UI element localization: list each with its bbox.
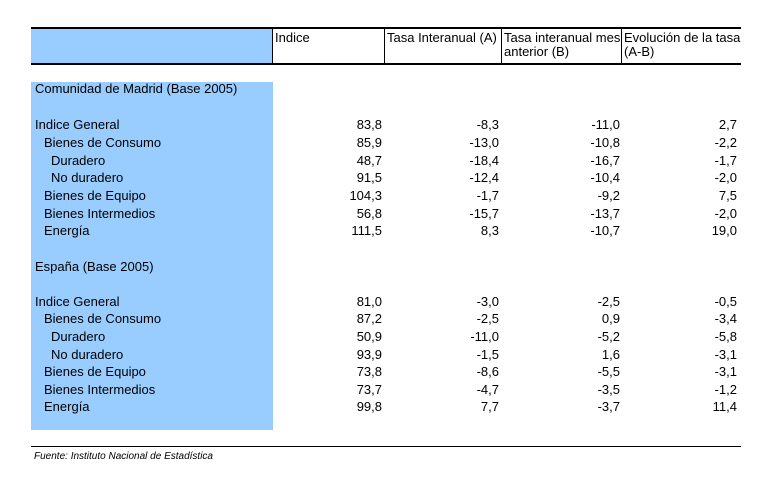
row-label-column [31,82,273,430]
row-label: Bienes de Consumo [44,135,162,150]
row-label: Energía [44,399,90,414]
table-row: No duradero 91,5 -12,4 -10,4 -2,0 [31,169,741,187]
table-row: Bienes de Equipo 73,8 -8,6 -5,5 -3,1 [31,363,741,381]
row-label: Duradero [51,153,106,168]
table-row: Energía 111,5 8,3 -10,7 19,0 [31,222,741,240]
section-title-row: España (Base 2005) [31,258,741,276]
cell-tasa-a: -4,7 [476,382,499,397]
cell-tasa-b: -2,5 [597,294,620,309]
source-note: Fuente: Instituto Nacional de Estadístic… [34,451,213,462]
cell-evolucion: 19,0 [711,223,737,238]
cell-tasa-b: -10,7 [590,223,620,238]
cell-tasa-a: -11,0 [470,329,499,344]
cell-tasa-a: 8,3 [480,223,499,238]
cell-evolucion: -1,7 [714,153,737,168]
cell-tasa-b: -9,2 [597,188,620,203]
cell-tasa-a: -13,0 [469,135,499,150]
cell-tasa-a: -3,0 [476,294,499,309]
table-row: Indice General 83,8 -8,3 -11,0 2,7 [31,116,741,134]
cell-tasa-a: 7,7 [480,399,499,414]
cell-indice: 81,0 [356,294,382,309]
cell-indice: 73,7 [356,382,382,397]
cell-tasa-b: -13,7 [590,206,620,221]
cell-indice: 104,3 [349,188,382,203]
cell-evolucion: -3,1 [714,347,737,362]
cell-evolucion: -0,5 [714,294,737,309]
table-row: Bienes de Consumo 87,2 -2,5 0,9 -3,4 [31,310,741,328]
cell-tasa-b: -10,8 [590,135,620,150]
table-row: Bienes Intermedios 73,7 -4,7 -3,5 -1,2 [31,381,741,399]
header-indice: Indice [272,29,384,63]
cell-evolucion: -3,4 [714,311,737,326]
table-row: Duradero 48,7 -18,4 -16,7 -1,7 [31,152,741,170]
cell-tasa-b: -3,7 [597,399,620,414]
cell-indice: 111,5 [351,223,382,238]
cell-evolucion: -3,1 [714,364,737,379]
cell-indice: 83,8 [356,117,382,132]
cell-tasa-b: 1,6 [601,347,620,362]
cell-tasa-a: -2,5 [476,311,499,326]
cell-tasa-a: -12,4 [469,170,499,185]
cell-tasa-a: -15,7 [469,206,499,221]
row-label: Bienes de Equipo [44,364,146,379]
row-label: Bienes de Consumo [44,311,162,326]
cell-evolucion: 11,4 [712,399,737,414]
cell-indice: 99,8 [356,399,382,414]
table-row: Bienes Intermedios 56,8 -15,7 -13,7 -2,0 [31,205,741,223]
table-header: Indice Tasa Interanual (A) Tasa interanu… [31,27,741,65]
row-label: No duradero [51,347,124,362]
cell-tasa-b: -16,7 [590,153,620,168]
cell-tasa-b: -5,5 [597,364,620,379]
cell-evolucion: 7,5 [718,188,737,203]
cell-tasa-b: -11,0 [591,117,620,132]
cell-tasa-b: -3,5 [597,382,620,397]
row-label: Energía [44,223,90,238]
row-label: Indice General [35,294,120,309]
row-label: Indice General [35,117,120,132]
row-label: Duradero [51,329,106,344]
header-evolucion-tasa: Evolución de la tasa (A-B) [621,29,741,63]
section-title: España (Base 2005) [35,259,154,274]
cell-tasa-b: -10,4 [590,170,620,185]
cell-indice: 87,2 [356,311,382,326]
cell-tasa-b: 0,9 [601,311,620,326]
cell-evolucion: -2,0 [714,206,737,221]
row-label: Bienes Intermedios [44,206,156,221]
table-row: No duradero 93,9 -1,5 1,6 -3,1 [31,346,741,364]
table-row: Indice General 81,0 -3,0 -2,5 -0,5 [31,293,741,311]
cell-evolucion: -2,0 [714,170,737,185]
cell-indice: 48,7 [356,153,382,168]
cell-indice: 50,9 [356,329,382,344]
cell-tasa-a: -1,5 [476,347,499,362]
cell-indice: 73,8 [356,364,382,379]
table-row: Energía 99,8 7,7 -3,7 11,4 [31,398,741,416]
cell-tasa-a: -8,3 [476,117,499,132]
cell-tasa-a: -18,4 [469,153,499,168]
cell-tasa-a: -1,7 [476,188,499,203]
header-tasa-interanual: Tasa Interanual (A) [384,29,501,63]
cell-tasa-a: -8,6 [476,364,499,379]
header-tasa-mes-anterior: Tasa interanual mes anterior (B) [501,29,621,63]
table-bottom-rule [31,446,741,447]
section-title-row: Comunidad de Madrid (Base 2005) [31,80,741,98]
cell-evolucion: -1,2 [714,382,737,397]
cell-indice: 56,8 [356,206,382,221]
cell-tasa-b: -5,2 [597,329,620,344]
section-title: Comunidad de Madrid (Base 2005) [35,81,238,96]
header-stub-cell [31,29,272,63]
row-label: Bienes Intermedios [44,382,156,397]
cell-evolucion: -2,2 [714,135,737,150]
cell-evolucion: 2,7 [718,117,737,132]
cell-indice: 85,9 [356,135,382,150]
table-row: Duradero 50,9 -11,0 -5,2 -5,8 [31,328,741,346]
table-row: Bienes de Consumo 85,9 -13,0 -10,8 -2,2 [31,134,741,152]
cell-indice: 91,5 [356,170,382,185]
cell-indice: 93,9 [356,347,382,362]
cell-evolucion: -5,8 [714,329,737,344]
row-label: Bienes de Equipo [44,188,146,203]
row-label: No duradero [51,170,124,185]
table-row: Bienes de Equipo 104,3 -1,7 -9,2 7,5 [31,187,741,205]
